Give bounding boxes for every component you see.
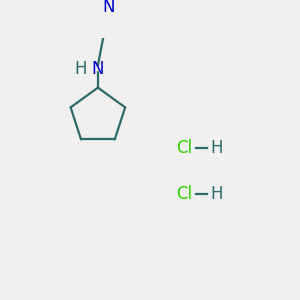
Text: N: N	[102, 0, 115, 16]
Text: H: H	[210, 139, 222, 157]
Text: Cl: Cl	[176, 185, 192, 203]
Text: N: N	[92, 60, 104, 78]
Text: H: H	[210, 185, 222, 203]
Text: Cl: Cl	[176, 139, 192, 157]
Text: H: H	[75, 60, 87, 78]
